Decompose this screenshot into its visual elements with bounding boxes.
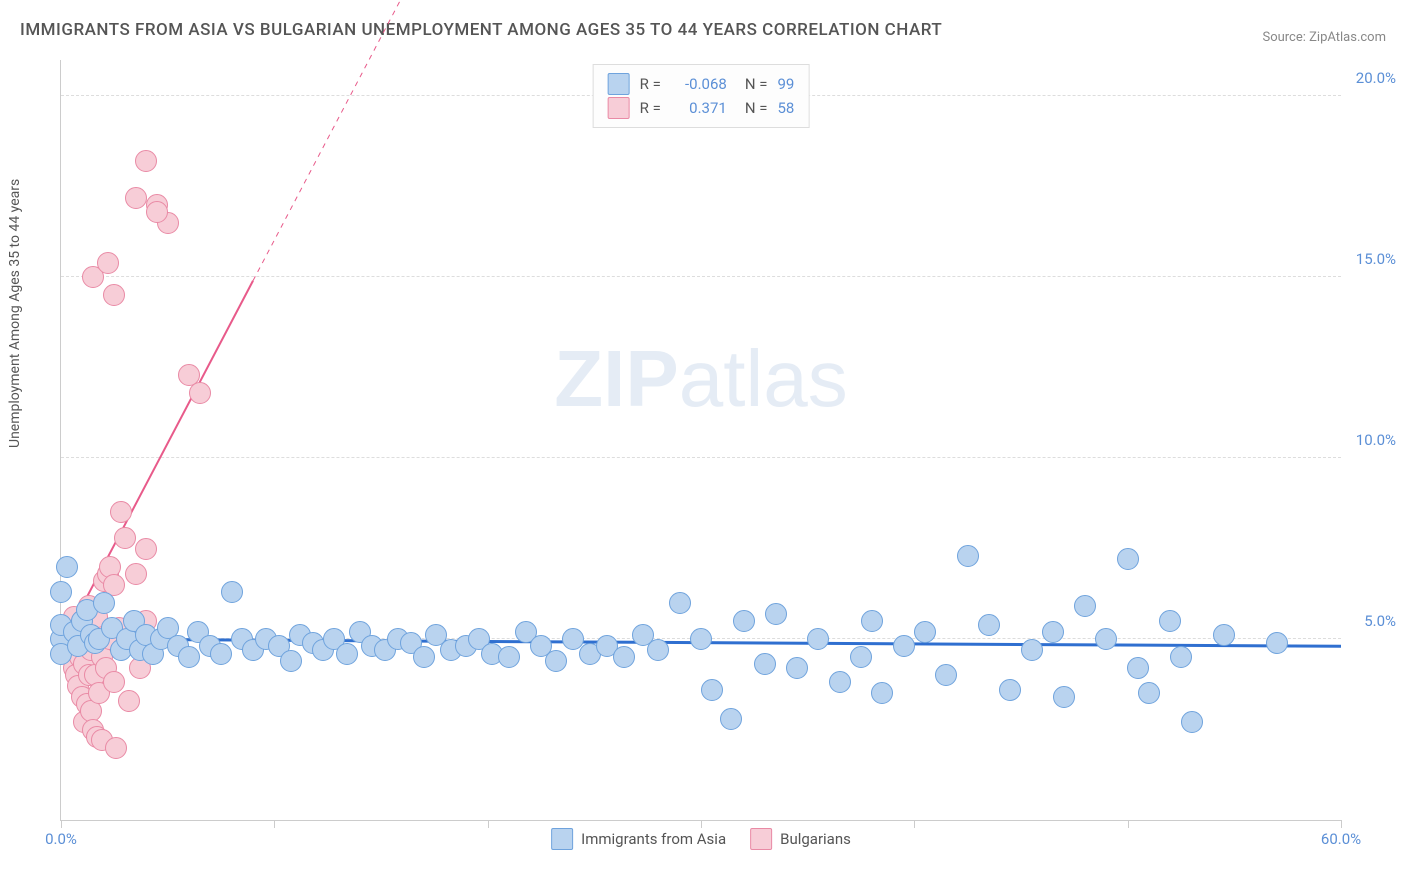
legend-row: R = 0.371 N = 58 bbox=[608, 97, 795, 119]
scatter-point bbox=[118, 690, 140, 712]
r-label: R = bbox=[640, 99, 661, 117]
scatter-point bbox=[690, 628, 712, 650]
scatter-point bbox=[135, 150, 157, 172]
scatter-point bbox=[807, 628, 829, 650]
scatter-point bbox=[720, 708, 742, 730]
scatter-point bbox=[701, 679, 723, 701]
scatter-point bbox=[105, 737, 127, 759]
scatter-point bbox=[189, 382, 211, 404]
scatter-point bbox=[1181, 711, 1203, 733]
scatter-point bbox=[498, 646, 520, 668]
scatter-point bbox=[754, 653, 776, 675]
scatter-point bbox=[850, 646, 872, 668]
scatter-point bbox=[935, 664, 957, 686]
scatter-point bbox=[210, 643, 232, 665]
scatter-point bbox=[1213, 624, 1235, 646]
scatter-point bbox=[1042, 621, 1064, 643]
scatter-point bbox=[146, 201, 168, 223]
x-tick bbox=[701, 820, 702, 828]
scatter-point bbox=[957, 545, 979, 567]
scatter-point bbox=[1117, 548, 1139, 570]
r-label: R = bbox=[640, 75, 661, 93]
n-value: 99 bbox=[777, 75, 794, 93]
scatter-point bbox=[871, 682, 893, 704]
x-tick bbox=[1341, 820, 1342, 828]
x-tick bbox=[914, 820, 915, 828]
scatter-point bbox=[1170, 646, 1192, 668]
x-tick-label: 60.0% bbox=[1321, 830, 1361, 848]
scatter-point bbox=[50, 581, 72, 603]
trend-line-extrapolated bbox=[253, 0, 445, 281]
scatter-point bbox=[413, 646, 435, 668]
n-label: N = bbox=[745, 75, 768, 93]
scatter-point bbox=[1159, 610, 1181, 632]
scatter-point bbox=[93, 592, 115, 614]
scatter-point bbox=[1021, 639, 1043, 661]
x-tick bbox=[274, 820, 275, 828]
x-tick bbox=[61, 820, 62, 828]
scatter-point bbox=[545, 650, 567, 672]
y-axis-title: Unemployment Among Ages 35 to 44 years bbox=[7, 179, 23, 448]
scatter-point bbox=[336, 643, 358, 665]
scatter-point bbox=[280, 650, 302, 672]
trend-lines-layer bbox=[61, 60, 1341, 820]
scatter-point bbox=[135, 538, 157, 560]
scatter-point bbox=[1138, 682, 1160, 704]
scatter-point bbox=[786, 657, 808, 679]
y-tick-label: 20.0% bbox=[1356, 69, 1396, 87]
x-tick bbox=[1128, 820, 1129, 828]
scatter-point bbox=[647, 639, 669, 661]
scatter-point bbox=[914, 621, 936, 643]
scatter-point bbox=[221, 581, 243, 603]
scatter-point bbox=[103, 671, 125, 693]
scatter-point bbox=[103, 284, 125, 306]
r-value: -0.068 bbox=[671, 75, 727, 93]
x-tick bbox=[488, 820, 489, 828]
scatter-point bbox=[613, 646, 635, 668]
scatter-point bbox=[1266, 632, 1288, 654]
chart-title: IMMIGRANTS FROM ASIA VS BULGARIAN UNEMPL… bbox=[20, 20, 942, 40]
scatter-point bbox=[178, 646, 200, 668]
n-label: N = bbox=[745, 99, 768, 117]
correlation-legend: R = -0.068 N = 99 R = 0.371 N = 58 bbox=[593, 64, 810, 128]
chart-source: Source: ZipAtlas.com bbox=[1262, 30, 1386, 45]
legend-row: R = -0.068 N = 99 bbox=[608, 73, 795, 95]
scatter-point bbox=[114, 527, 136, 549]
scatter-point bbox=[56, 556, 78, 578]
scatter-point bbox=[733, 610, 755, 632]
y-tick-label: 15.0% bbox=[1356, 250, 1396, 268]
scatter-point bbox=[829, 671, 851, 693]
legend-item: Immigrants from Asia bbox=[551, 828, 726, 850]
scatter-point bbox=[1053, 686, 1075, 708]
scatter-point bbox=[978, 614, 1000, 636]
legend-swatch bbox=[608, 73, 630, 95]
scatter-point bbox=[1074, 595, 1096, 617]
y-tick-label: 10.0% bbox=[1356, 431, 1396, 449]
r-value: 0.371 bbox=[671, 99, 727, 117]
x-tick-label: 0.0% bbox=[45, 830, 77, 848]
source-name: ZipAtlas.com bbox=[1309, 30, 1386, 45]
legend-swatch bbox=[750, 828, 772, 850]
scatter-point bbox=[97, 252, 119, 274]
scatter-point bbox=[1127, 657, 1149, 679]
scatter-point bbox=[765, 603, 787, 625]
y-tick-label: 5.0% bbox=[1364, 612, 1396, 630]
scatter-point bbox=[125, 187, 147, 209]
scatter-plot-area: ZIPatlas R = -0.068N = 99R = 0.371N = 58… bbox=[60, 60, 1341, 821]
scatter-point bbox=[1095, 628, 1117, 650]
legend-swatch bbox=[551, 828, 573, 850]
n-value: 58 bbox=[777, 99, 794, 117]
legend-label: Immigrants from Asia bbox=[581, 830, 726, 848]
legend-label: Bulgarians bbox=[780, 830, 851, 848]
scatter-point bbox=[110, 501, 132, 523]
legend-swatch bbox=[608, 97, 630, 119]
scatter-point bbox=[669, 592, 691, 614]
legend-item: Bulgarians bbox=[750, 828, 851, 850]
source-prefix: Source: bbox=[1262, 30, 1309, 45]
scatter-point bbox=[861, 610, 883, 632]
series-legend: Immigrants from Asia Bulgarians bbox=[551, 828, 851, 850]
scatter-point bbox=[999, 679, 1021, 701]
scatter-point bbox=[893, 635, 915, 657]
scatter-point bbox=[125, 563, 147, 585]
